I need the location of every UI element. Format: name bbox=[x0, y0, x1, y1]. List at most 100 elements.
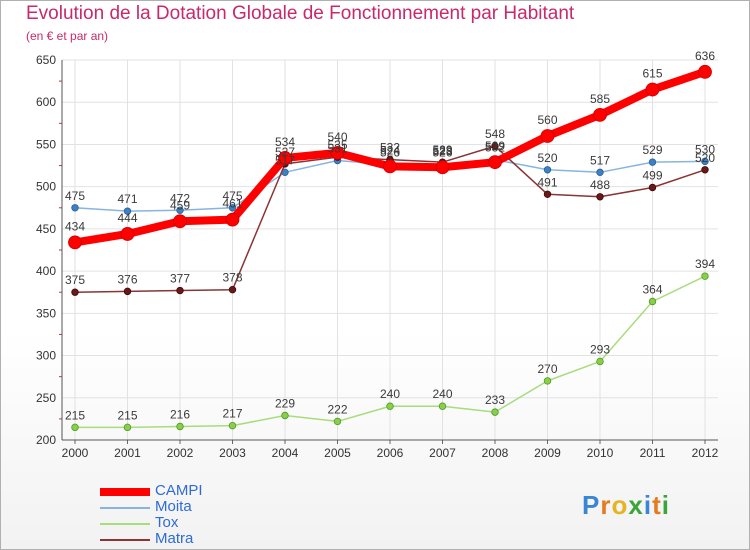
point-matra-2010 bbox=[596, 193, 604, 201]
x-tick-label: 2006 bbox=[377, 446, 404, 460]
legend-item-moita: Moita bbox=[100, 498, 300, 516]
data-label-campi: 524 bbox=[380, 143, 400, 157]
logo-letter: i bbox=[661, 490, 670, 520]
logo-letter: i bbox=[643, 490, 653, 520]
point-tox-2007 bbox=[438, 402, 447, 410]
data-label-matra: 529 bbox=[432, 143, 452, 157]
point-campi-2002 bbox=[173, 214, 187, 229]
data-label-matra: 378 bbox=[222, 271, 242, 285]
x-tick-label: 2004 bbox=[272, 446, 299, 460]
data-label-moita: 475 bbox=[222, 189, 242, 203]
data-label-campi: 459 bbox=[170, 198, 190, 212]
data-label-tox: 240 bbox=[380, 387, 400, 401]
data-label-moita: 530 bbox=[695, 142, 715, 156]
data-label-campi: 529 bbox=[485, 139, 505, 153]
x-tick-label: 2011 bbox=[640, 446, 666, 460]
x-tick-label: 2012 bbox=[692, 446, 719, 460]
data-label-moita: 475 bbox=[65, 189, 85, 203]
legend-swatch bbox=[100, 523, 150, 525]
point-campi-2004 bbox=[278, 151, 292, 165]
y-tick-label: 400 bbox=[36, 264, 56, 278]
x-tick-label: 2009 bbox=[534, 446, 561, 460]
legend-item-campi: CAMPI bbox=[100, 482, 300, 500]
data-label-tox: 217 bbox=[222, 407, 242, 421]
data-label-tox: 364 bbox=[642, 283, 662, 297]
logo-letter: P bbox=[582, 490, 601, 520]
data-label-tox: 229 bbox=[275, 397, 295, 411]
data-label-moita: 471 bbox=[117, 192, 137, 206]
point-campi-2006 bbox=[383, 159, 397, 174]
logo-letter: x bbox=[628, 490, 644, 520]
logo-letter: o bbox=[611, 490, 629, 520]
data-label-matra: 491 bbox=[537, 175, 557, 189]
point-campi-2003 bbox=[225, 212, 240, 227]
legend-swatch bbox=[100, 488, 150, 496]
point-tox-2011 bbox=[648, 297, 657, 306]
y-tick-label: 600 bbox=[36, 95, 56, 109]
legend-item-matra: Matra bbox=[100, 530, 300, 548]
y-tick-label: 300 bbox=[36, 349, 56, 363]
point-moita-2009 bbox=[543, 166, 552, 174]
point-moita-2002 bbox=[176, 206, 184, 215]
point-matra-2009 bbox=[543, 190, 552, 198]
point-campi-2001 bbox=[120, 227, 135, 241]
data-label-moita: 531 bbox=[327, 141, 347, 155]
point-tox-2004 bbox=[281, 411, 289, 420]
point-tox-2005 bbox=[333, 417, 342, 426]
point-campi-2010 bbox=[593, 107, 607, 122]
y-tick-label: 550 bbox=[36, 137, 56, 151]
data-label-campi: 523 bbox=[432, 144, 452, 158]
point-campi-2007 bbox=[435, 160, 450, 175]
point-campi-2000 bbox=[68, 235, 82, 250]
data-label-campi: 444 bbox=[117, 211, 137, 225]
legend-label: Tox bbox=[155, 514, 179, 531]
point-tox-2012 bbox=[701, 272, 709, 280]
point-campi-2009 bbox=[540, 129, 555, 143]
data-label-moita: 529 bbox=[642, 143, 662, 157]
data-label-campi: 615 bbox=[642, 67, 662, 81]
data-label-moita: 517 bbox=[590, 153, 610, 167]
data-label-campi: 461 bbox=[222, 197, 242, 211]
x-tick-label: 2010 bbox=[587, 446, 614, 460]
data-label-tox: 215 bbox=[65, 408, 85, 422]
axes: 200 250 300 350 400 450 500 550 600 650 2000 2001 20… bbox=[36, 53, 719, 460]
data-label-tox: 222 bbox=[327, 402, 347, 416]
point-moita-2001 bbox=[123, 207, 132, 215]
series-lines bbox=[68, 64, 712, 432]
y-tick-label: 650 bbox=[36, 53, 56, 67]
data-label-matra: 520 bbox=[695, 151, 715, 165]
point-moita-2011 bbox=[648, 158, 657, 166]
x-tick-label: 2001 bbox=[114, 446, 141, 460]
data-labels: 215 215 216 217 229 222 240 240 233 270 293 364 394 3… bbox=[65, 49, 715, 423]
data-label-matra: 548 bbox=[485, 127, 505, 141]
y-tick-label: 350 bbox=[36, 306, 56, 320]
point-matra-2003 bbox=[228, 285, 237, 294]
point-tox-2008 bbox=[491, 408, 499, 416]
data-label-moita: 517 bbox=[275, 153, 295, 167]
legend-label: Moita bbox=[155, 498, 192, 515]
x-tick-label: 2007 bbox=[429, 446, 456, 460]
logo-letter: t bbox=[652, 490, 662, 520]
data-label-matra: 488 bbox=[590, 178, 610, 192]
y-tick-label: 450 bbox=[36, 222, 56, 236]
logo-letter: r bbox=[600, 490, 612, 520]
x-tick-label: 2002 bbox=[167, 446, 194, 460]
x-tick-label: 2008 bbox=[482, 446, 509, 460]
data-label-moita: 532 bbox=[485, 141, 505, 155]
point-tox-2006 bbox=[386, 402, 394, 410]
legend-label: Matra bbox=[155, 530, 194, 547]
legend: CAMPI Moita Tox Matra bbox=[100, 482, 300, 548]
data-label-tox: 270 bbox=[537, 362, 557, 376]
chart-subtitle: (en € et par an) bbox=[26, 29, 109, 43]
point-moita-2003 bbox=[228, 204, 237, 212]
data-label-campi: 636 bbox=[695, 49, 715, 63]
x-tick-label: 2005 bbox=[324, 446, 351, 460]
data-label-matra: 532 bbox=[380, 141, 400, 155]
point-tox-2001 bbox=[123, 423, 132, 432]
proxiti-logo: Proxiti bbox=[582, 490, 670, 521]
point-tox-2000 bbox=[71, 423, 79, 432]
point-tox-2003 bbox=[228, 421, 237, 430]
point-campi-2008 bbox=[488, 155, 502, 170]
